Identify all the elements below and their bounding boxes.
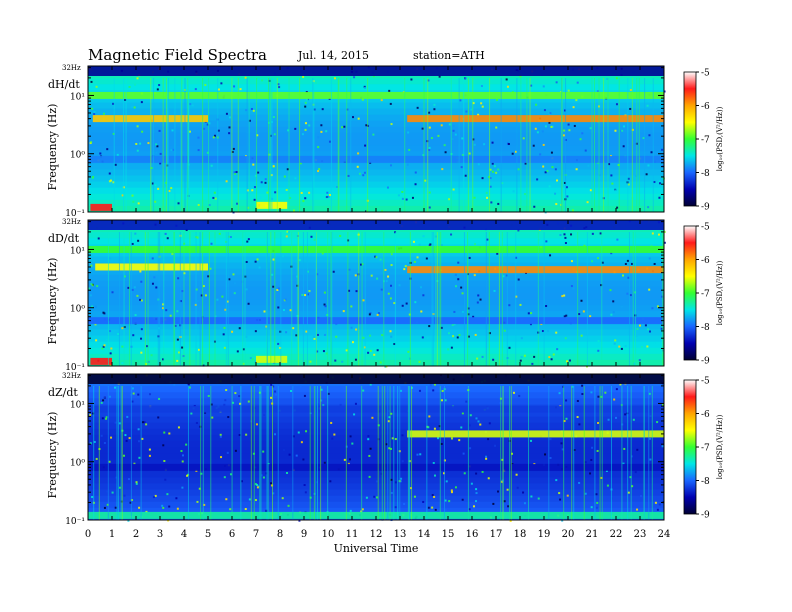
spectral-band [88,155,664,163]
colorbar-tick-label: -9 [701,203,710,213]
x-tick-label: 3 [157,529,163,540]
spectral-band [88,245,664,253]
y-axis-label: Frequency (Hz) [46,104,59,191]
spectral-band [88,405,664,413]
colorbar-tick-label: -6 [701,102,710,112]
x-tick-label: 7 [253,529,259,540]
spectral-band [256,355,288,363]
colorbar-label: log₁₀(PSD,(V²/Hz)) [716,106,724,171]
panel-label: dH/dt [48,78,80,91]
panel-label: dD/dt [48,232,80,245]
y-tick-label: 10¹ [70,400,85,410]
spectral-band [88,91,664,99]
colorbar-tick-label: -5 [701,377,710,387]
x-tick-label: 17 [490,529,503,540]
chart-date: Jul. 14, 2015 [298,49,369,62]
x-tick-label: 2 [133,529,139,540]
y-tick-label: 10⁻¹ [65,517,85,527]
spectral-band [88,66,664,76]
colorbar-tick-label: -8 [701,477,710,487]
spectral-band [88,317,664,325]
x-tick-label: 8 [277,529,283,540]
x-tick-label: 19 [538,529,551,540]
y-tick-label: 10¹ [70,92,85,102]
colorbar-tick-label: -5 [701,223,710,233]
x-tick-label: 15 [442,529,455,540]
colorbar-gradient [683,71,697,207]
x-tick-label: 0 [85,529,91,540]
spectral-band [407,115,664,123]
spectral-band [88,374,664,384]
x-tick-label: 13 [394,529,407,540]
x-tick-label: 6 [229,529,235,540]
colorbar-gradient [683,379,697,515]
colorbar-tick-label: -7 [701,444,710,454]
spectrogram-panel-1: dH/dt 32Hz 10¹ 10⁰ 10⁻¹ Frequency (Hz) [46,64,666,219]
colorbar-3: -5 -6 -7 -8 -9 log₁₀(PSD,(V²/Hz)) [683,377,724,521]
colorbar-tick-label: -8 [701,323,710,333]
x-tick-label: 12 [370,529,383,540]
y-axis-label: Frequency (Hz) [46,412,59,499]
freq-top-label: 32Hz [62,372,81,380]
x-tick-label: 11 [346,529,359,540]
colorbar-tick-label: -6 [701,256,710,266]
x-tick-label: 10 [322,529,335,540]
x-tick-label: 21 [586,529,599,540]
y-tick-label: 10⁻¹ [65,209,85,219]
spectrogram-panel-3: dZ/dt 32Hz 10¹ 10⁰ 10⁻¹ Frequency (Hz) [46,372,665,527]
colorbar-tick-label: -7 [701,136,710,146]
colorbar-tick-label: -8 [701,169,710,179]
spectral-band [407,430,664,438]
station-label: station=ATH [413,49,485,62]
colorbar-tick-label: -5 [701,69,710,79]
x-tick-label: 14 [418,529,431,540]
y-tick-label: 10⁻¹ [65,363,85,373]
x-tick-label: 9 [301,529,307,540]
x-tick-label: 5 [205,529,211,540]
spectral-band [90,203,112,211]
colorbar-label: log₁₀(PSD,(V²/Hz)) [716,260,724,325]
x-tick-label: 18 [514,529,527,540]
colorbar-label: log₁₀(PSD,(V²/Hz)) [716,414,724,479]
chart-title: Magnetic Field Spectra [88,46,267,64]
x-tick-label: 1 [109,529,115,540]
x-axis-label: Universal Time [334,542,419,555]
y-tick-label: 10¹ [70,246,85,256]
spectral-band [88,220,664,230]
x-tick-label: 24 [658,529,671,540]
spectral-band [407,266,664,274]
x-tick-label: 4 [181,529,187,540]
freq-top-label: 32Hz [62,64,81,72]
x-tick-label: 20 [562,529,575,540]
x-tick-label: 22 [610,529,623,540]
colorbar-1: -5 -6 -7 -8 -9 log₁₀(PSD,(V²/Hz)) [683,69,724,213]
spectrogram-panel-2: dD/dt 32Hz 10¹ 10⁰ 10⁻¹ Frequency (Hz) [46,218,666,373]
y-tick-label: 10⁰ [70,459,85,469]
panel-label: dZ/dt [48,386,78,399]
colorbar-tick-label: -9 [701,357,710,367]
y-axis-label: Frequency (Hz) [46,258,59,345]
freq-top-label: 32Hz [62,218,81,226]
colorbar-tick-label: -6 [701,410,710,420]
spectral-band [88,511,664,519]
y-tick-label: 10⁰ [70,151,85,161]
colorbar-gradient [683,225,697,361]
y-tick-label: 10⁰ [70,305,85,315]
x-tick-label: 23 [634,529,647,540]
spectral-band [90,357,112,365]
colorbar-tick-label: -9 [701,511,710,521]
spectral-band [88,463,664,471]
colorbar-2: -5 -6 -7 -8 -9 log₁₀(PSD,(V²/Hz)) [683,223,724,367]
x-tick-label: 16 [466,529,479,540]
colorbar-tick-label: -7 [701,290,710,300]
spectral-band [95,263,208,271]
